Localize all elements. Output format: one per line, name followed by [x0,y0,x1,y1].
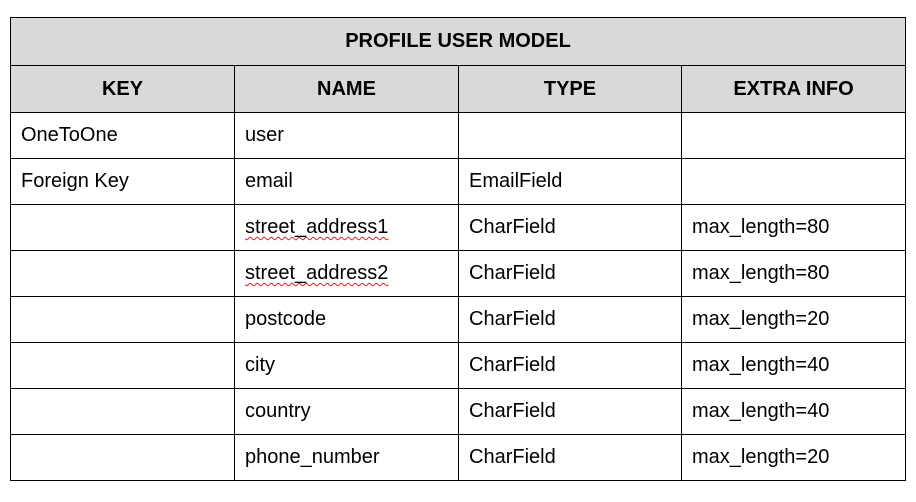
cell-type [458,112,682,159]
spellcheck-flagged-text: street_address1 [245,216,389,238]
cell-type: CharField [458,296,682,343]
cell-type: EmailField [458,158,682,205]
header-row: KEY NAME TYPE EXTRA INFO [10,65,907,113]
table-row: country CharField max_length=40 [10,388,907,435]
header-extra-info: EXTRA INFO [680,65,907,113]
table-row: city CharField max_length=40 [10,342,907,389]
cell-extra: max_length=40 [680,388,907,435]
cell-key: OneToOne [10,112,235,159]
cell-key [10,434,235,481]
cell-key [10,204,235,251]
cell-name: city [234,342,459,389]
cell-type: CharField [458,250,682,297]
table-row: OneToOne user [10,112,907,159]
cell-name: street_address2 [234,250,459,297]
cell-type: CharField [458,434,682,481]
header-type: TYPE [458,65,682,113]
cell-type: CharField [458,342,682,389]
cell-type: CharField [458,388,682,435]
cell-key [10,388,235,435]
table-title: PROFILE USER MODEL [9,17,907,66]
cell-name: phone_number [234,434,459,481]
table-row: postcode CharField max_length=20 [10,296,907,343]
header-key: KEY [10,65,235,113]
table-row: Foreign Key email EmailField [10,158,907,205]
cell-key [10,250,235,297]
cell-extra: max_length=20 [680,296,907,343]
cell-type: CharField [458,204,682,251]
cell-name: email [234,158,459,205]
table-row: street_address1 CharField max_length=80 [10,204,907,251]
cell-name: country [234,388,459,435]
title-row: PROFILE USER MODEL [9,17,907,66]
cell-extra [680,112,907,159]
table-row: phone_number CharField max_length=20 [10,434,907,481]
cell-key: Foreign Key [10,158,235,205]
table-row: street_address2 CharField max_length=80 [10,250,907,297]
cell-key [10,296,235,343]
profile-user-model-table: PROFILE USER MODEL KEY NAME TYPE EXTRA I… [9,17,907,481]
cell-extra [680,158,907,205]
cell-extra: max_length=80 [680,250,907,297]
cell-name: postcode [234,296,459,343]
cell-extra: max_length=40 [680,342,907,389]
header-name: NAME [234,65,459,113]
spellcheck-flagged-text: street_address2 [245,262,389,284]
cell-name: street_address1 [234,204,459,251]
cell-key [10,342,235,389]
cell-extra: max_length=20 [680,434,907,481]
cell-extra: max_length=80 [680,204,907,251]
cell-name: user [234,112,459,159]
